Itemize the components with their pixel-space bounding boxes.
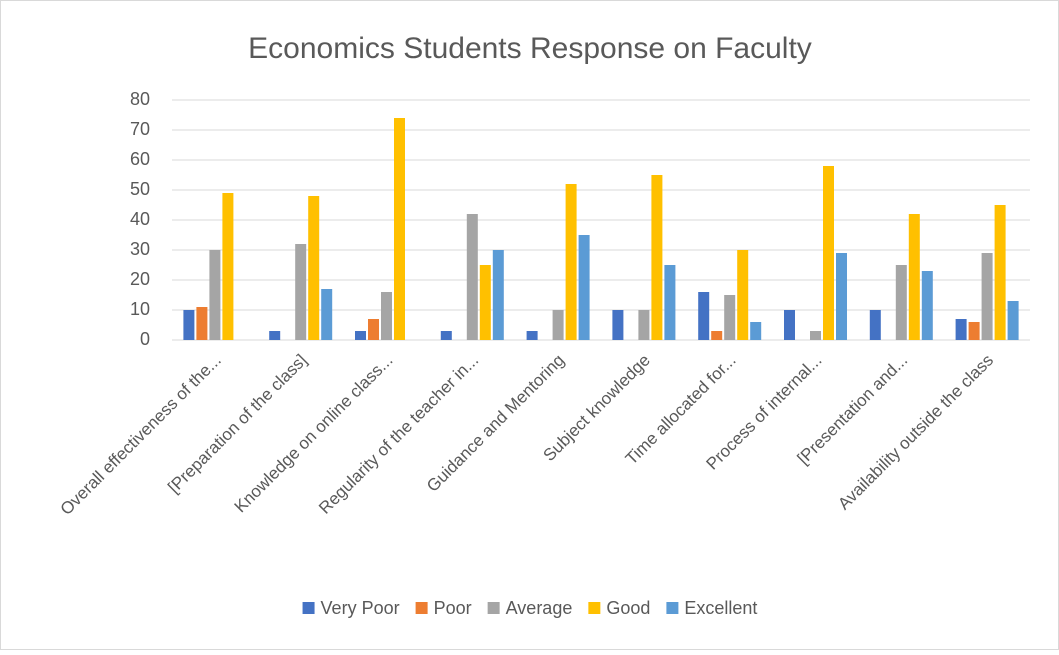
bar	[784, 310, 795, 340]
bar	[994, 205, 1006, 340]
legend-label: Excellent	[684, 598, 757, 618]
legend-label: Good	[606, 598, 650, 618]
bar	[295, 244, 307, 340]
bar	[209, 250, 221, 340]
bar	[968, 322, 980, 340]
bar	[565, 184, 577, 340]
bar	[526, 331, 538, 340]
bar	[698, 292, 710, 340]
legend-swatch	[666, 602, 679, 614]
bar	[479, 265, 491, 340]
legend-swatch	[487, 602, 500, 614]
bar	[711, 331, 723, 340]
bar	[183, 310, 195, 340]
bar	[321, 289, 333, 340]
y-tick-label: 40	[130, 209, 150, 229]
y-tick-label: 50	[130, 179, 150, 199]
bar	[908, 214, 920, 340]
y-tick-label: 70	[130, 119, 150, 139]
bar	[869, 310, 881, 340]
bar	[955, 319, 967, 340]
bar	[810, 331, 821, 340]
chart-title: Economics Students Response on Faculty	[248, 32, 812, 65]
y-tick-label: 60	[130, 149, 150, 169]
bar	[381, 292, 392, 340]
bar	[440, 331, 452, 340]
bar	[196, 307, 208, 340]
bar	[638, 310, 650, 340]
bar	[222, 193, 234, 340]
y-tick-label: 80	[130, 89, 150, 109]
legend-label: Poor	[434, 598, 472, 618]
bar	[823, 166, 834, 340]
bar	[355, 331, 366, 340]
bar	[836, 253, 847, 340]
bar	[895, 265, 907, 340]
y-tick-label: 0	[140, 329, 150, 349]
bar	[308, 196, 320, 340]
bar	[750, 322, 762, 340]
bar	[981, 253, 993, 340]
bar	[921, 271, 933, 340]
bar	[651, 175, 663, 340]
bar	[394, 118, 405, 340]
y-tick-label: 30	[130, 239, 150, 259]
bar	[612, 310, 624, 340]
bar	[269, 331, 281, 340]
bar	[466, 214, 478, 340]
bar	[1007, 301, 1019, 340]
bar	[737, 250, 749, 340]
legend-swatch	[588, 602, 601, 614]
y-tick-label: 20	[130, 269, 150, 289]
y-tick-label: 10	[130, 299, 150, 319]
bar	[552, 310, 564, 340]
bar	[664, 265, 676, 340]
legend-label: Average	[506, 598, 573, 618]
legend-swatch	[302, 602, 315, 614]
bar	[368, 319, 379, 340]
bar	[492, 250, 504, 340]
bar	[724, 295, 736, 340]
legend-swatch	[415, 602, 428, 614]
legend-label: Very Poor	[321, 598, 400, 618]
bar	[578, 235, 590, 340]
